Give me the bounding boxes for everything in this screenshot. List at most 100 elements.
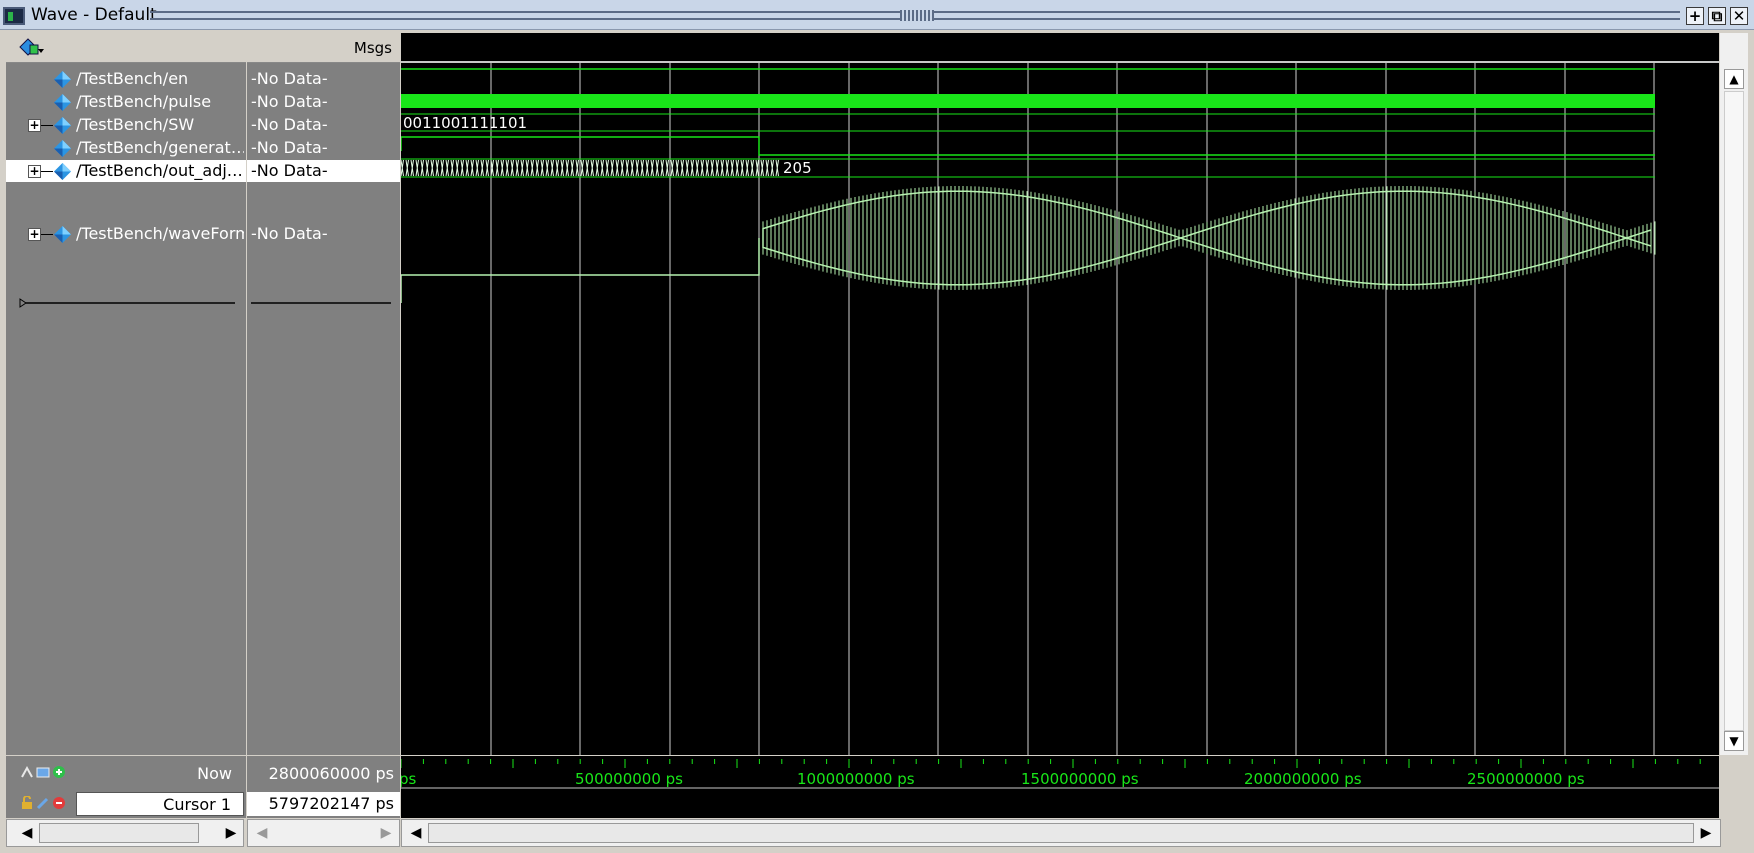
cursor-window-icon[interactable] xyxy=(36,765,50,779)
add-cursor-icon[interactable] xyxy=(52,765,66,779)
wave-outadj-transition xyxy=(485,159,489,177)
wave-outadj-transition xyxy=(545,159,549,177)
wave-outadj-transition xyxy=(405,159,409,177)
wave-outadj-transition xyxy=(505,159,509,177)
value-row[interactable]: -No Data- xyxy=(247,91,400,113)
wave-outadj-transition xyxy=(730,159,734,177)
wave-outadj-transition xyxy=(500,159,504,177)
wave-outadj-transition xyxy=(440,159,444,177)
scroll-right-icon[interactable]: ▶ xyxy=(380,825,392,841)
scroll-right-icon[interactable]: ▶ xyxy=(225,825,237,841)
signal-diamond-icon xyxy=(54,226,71,243)
signal-diamond-icon xyxy=(54,94,71,111)
dock-add-button[interactable]: + xyxy=(1686,7,1704,25)
wave-outadj-transition xyxy=(690,159,694,177)
scroll-left-icon[interactable]: ◀ xyxy=(256,825,268,841)
wave-outadj-transition xyxy=(575,159,579,177)
wave-app-icon xyxy=(3,7,25,25)
wave-outadj-transition xyxy=(580,159,584,177)
ruler-tick-label: 2000000000 ps xyxy=(1244,770,1362,788)
signal-row[interactable]: /TestBench/generat… xyxy=(6,137,246,159)
expand-icon[interactable]: + xyxy=(28,227,41,241)
signal-values-pane[interactable]: Msgs -No Data- -No Data- -No Data- -No Data… xyxy=(247,33,400,755)
wave-outadj-transition xyxy=(515,159,519,177)
value-row[interactable]: -No Data- xyxy=(247,160,400,182)
now-label: Now xyxy=(197,764,232,783)
wave-outadj-transition xyxy=(470,159,474,177)
wave-generated xyxy=(401,136,1655,156)
wave-outadj-transition xyxy=(455,159,459,177)
delete-cursor-icon[interactable] xyxy=(52,796,66,810)
signal-value: -No Data- xyxy=(251,161,328,180)
wave-waveform-envelope xyxy=(762,190,1652,286)
wave-outadj-transition xyxy=(615,159,619,177)
wave-outadj-transition xyxy=(610,159,614,177)
values-hscroll[interactable]: ◀ ▶ xyxy=(247,819,400,847)
waveform-canvas[interactable]: 0011001111101 205 xyxy=(401,63,1719,755)
cursor-value-box[interactable]: 5797202147 ps xyxy=(247,792,400,816)
scroll-thumb[interactable] xyxy=(1724,91,1744,731)
signal-row[interactable]: + /TestBench/out_adj… xyxy=(6,160,246,182)
wave-outadj-transition xyxy=(435,159,439,177)
cursor-name-box[interactable]: Cursor 1 xyxy=(76,792,244,816)
timeline-ruler[interactable]: ps 500000000 ps 1000000000 ps 1500000000 ps… xyxy=(399,756,1719,818)
scroll-up-icon[interactable]: ▲ xyxy=(1724,69,1744,89)
signal-row[interactable]: /TestBench/en xyxy=(6,68,246,90)
expand-icon[interactable]: + xyxy=(28,164,41,178)
close-button[interactable]: ✕ xyxy=(1730,7,1748,25)
signal-names-pane[interactable]: /TestBench/en/TestBench/pulse + /TestBench… xyxy=(6,33,246,755)
status-area: Now Cursor 1 2800060000 ps 5797202147 ps… xyxy=(6,756,1748,818)
scroll-right-icon[interactable]: ▶ xyxy=(1700,825,1712,841)
wave-outadj-transition xyxy=(670,159,674,177)
wave-hscroll[interactable]: ◀ ▶ xyxy=(401,819,1721,847)
wave-outadj-transition xyxy=(415,159,419,177)
title-grip-handle[interactable] xyxy=(900,10,934,21)
wave-outadj-transition xyxy=(675,159,679,177)
wave-outadj-transition xyxy=(480,159,484,177)
wave-outadj-transition xyxy=(750,159,754,177)
wave-hscroll-thumb[interactable] xyxy=(428,823,1694,843)
tree-line xyxy=(41,171,53,172)
wave-outadj-transition xyxy=(625,159,629,177)
edit-cursor-icon[interactable] xyxy=(36,796,50,810)
wave-outadj-transition xyxy=(430,159,434,177)
value-row[interactable]: -No Data- xyxy=(247,114,400,136)
signal-name: /TestBench/pulse xyxy=(76,92,212,111)
signal-row[interactable]: /TestBench/pulse xyxy=(6,91,246,113)
wave-waveform-envelope xyxy=(762,190,1652,286)
scroll-down-icon[interactable]: ▼ xyxy=(1724,731,1744,751)
wave-outadj-transition xyxy=(550,159,554,177)
wave-tool-icon[interactable] xyxy=(18,38,44,58)
tree-line xyxy=(41,234,53,235)
scroll-left-icon[interactable]: ◀ xyxy=(410,825,422,841)
wave-outadj-transition xyxy=(650,159,654,177)
lock-icon[interactable] xyxy=(20,796,34,810)
ruler-tick-label: 500000000 ps xyxy=(575,770,683,788)
waveform-pane[interactable]: 0011001111101 205 xyxy=(401,33,1719,755)
wave-outadj-transition xyxy=(775,159,779,177)
signal-row[interactable]: + /TestBench/waveForm xyxy=(6,223,246,245)
value-row[interactable]: -No Data- xyxy=(247,223,400,245)
wave-outadj-transition xyxy=(460,159,464,177)
names-hscroll[interactable]: ◀ ▶ xyxy=(6,819,244,847)
wave-outadj-transition xyxy=(525,159,529,177)
title-bar[interactable]: Wave - Default + ⧉ ✕ xyxy=(0,0,1754,30)
scroll-left-icon[interactable]: ◀ xyxy=(21,825,33,841)
names-divider xyxy=(19,298,235,308)
names-hscroll-thumb[interactable] xyxy=(39,823,199,843)
signal-row[interactable]: + /TestBench/SW xyxy=(6,114,246,136)
vertical-scrollbar[interactable]: ▲ ▼ xyxy=(1720,33,1748,755)
timeline-canvas[interactable]: ps 500000000 ps 1000000000 ps 1500000000 ps… xyxy=(399,756,1719,818)
signal-name: /TestBench/en xyxy=(76,69,189,88)
wave-outadj-transition xyxy=(495,159,499,177)
insert-cursor-icon[interactable] xyxy=(20,765,34,779)
undock-button[interactable]: ⧉ xyxy=(1708,7,1726,25)
wave-outadj-transition xyxy=(720,159,724,177)
ruler-tick-label: 1000000000 ps xyxy=(797,770,915,788)
wave-outadj-transition xyxy=(645,159,649,177)
expand-icon[interactable]: + xyxy=(28,118,41,132)
now-value: 2800060000 ps xyxy=(268,764,394,783)
value-row[interactable]: -No Data- xyxy=(247,137,400,159)
signal-diamond-icon xyxy=(54,71,71,88)
value-row[interactable]: -No Data- xyxy=(247,68,400,90)
